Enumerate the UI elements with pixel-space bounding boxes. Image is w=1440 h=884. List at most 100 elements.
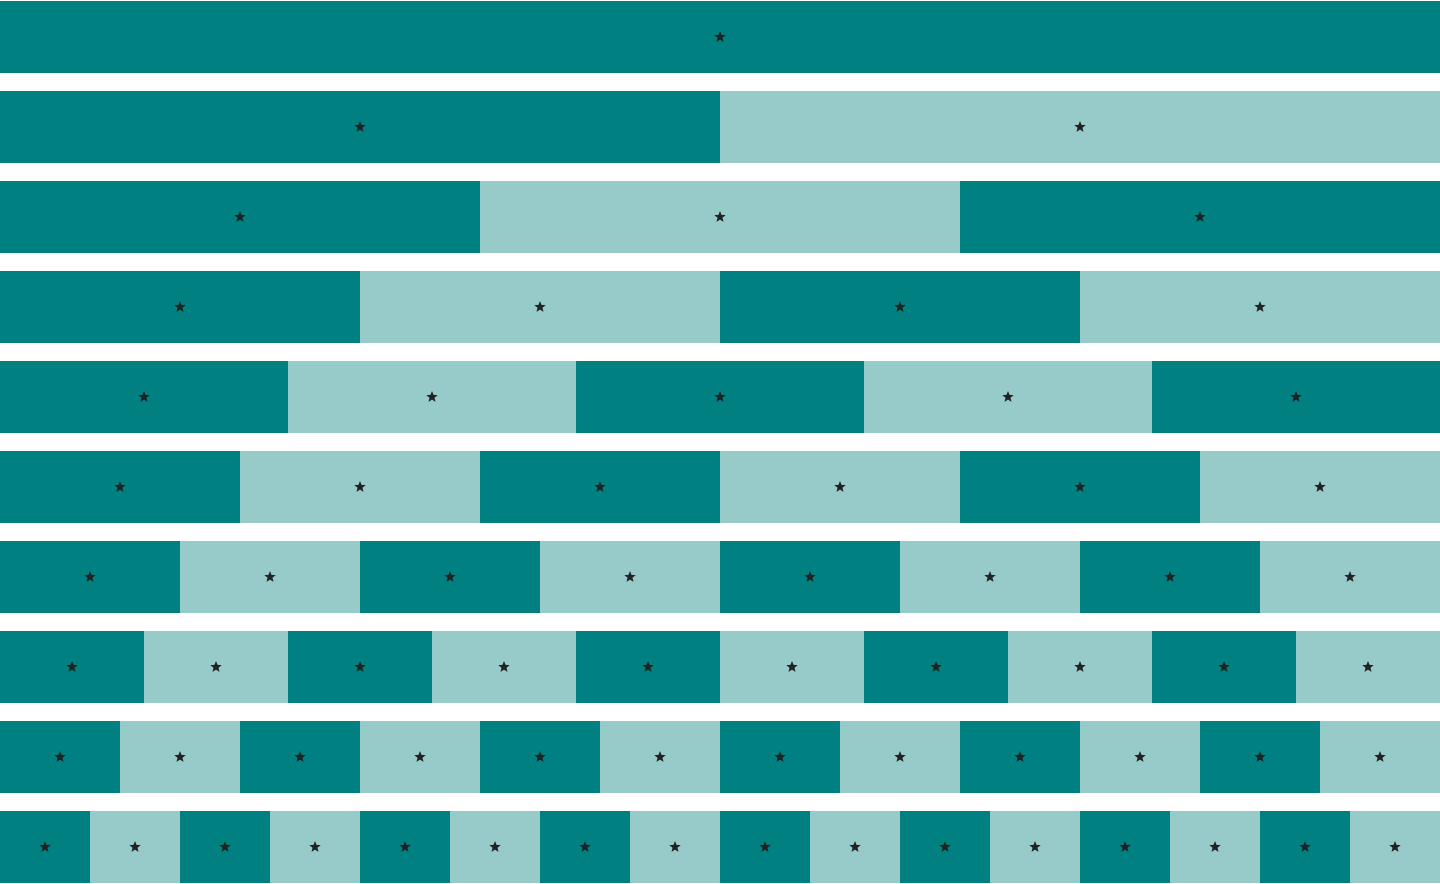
segment-row [0, 1, 1440, 73]
star-icon [234, 211, 246, 222]
star-icon [498, 661, 510, 672]
star-icon [84, 571, 96, 582]
segment-row [0, 541, 1440, 613]
star-icon [894, 301, 906, 312]
segment-cell [360, 541, 540, 613]
star-icon [444, 571, 456, 582]
star-icon [1254, 751, 1266, 762]
star-icon [654, 751, 666, 762]
star-icon [894, 751, 906, 762]
segment-cell [720, 91, 1440, 163]
segment-cell [120, 721, 240, 793]
segment-row [0, 811, 1440, 883]
segment-cell [720, 811, 810, 883]
star-icon [1314, 481, 1326, 492]
star-icon [669, 841, 681, 852]
star-icon [1374, 751, 1386, 762]
star-icon [1029, 841, 1041, 852]
star-icon [786, 661, 798, 672]
segment-cell [0, 631, 144, 703]
segment-cell [360, 811, 450, 883]
segment-cell [540, 541, 720, 613]
star-icon [939, 841, 951, 852]
star-icon [594, 481, 606, 492]
segment-cell [0, 361, 288, 433]
segment-cell [0, 181, 480, 253]
segment-cell [864, 361, 1152, 433]
star-icon [174, 751, 186, 762]
star-icon [714, 211, 726, 222]
segment-row [0, 721, 1440, 793]
star-icon [1194, 211, 1206, 222]
star-icon [354, 661, 366, 672]
segment-cell [540, 811, 630, 883]
segment-cell [240, 451, 480, 523]
segment-cell [1080, 721, 1200, 793]
star-icon [414, 751, 426, 762]
segment-cell [810, 811, 900, 883]
star-icon [714, 391, 726, 402]
star-icon [1074, 661, 1086, 672]
star-icon [129, 841, 141, 852]
segment-cell [990, 811, 1080, 883]
segment-cell [1200, 451, 1440, 523]
star-icon [774, 751, 786, 762]
segment-cell [480, 181, 960, 253]
segment-cell [432, 631, 576, 703]
star-icon [984, 571, 996, 582]
segment-cell [180, 811, 270, 883]
segment-cell [0, 1, 1440, 73]
segment-cell [840, 721, 960, 793]
segment-cell [1320, 721, 1440, 793]
star-icon [54, 751, 66, 762]
star-icon [114, 481, 126, 492]
star-icon [1218, 661, 1230, 672]
star-icon [489, 841, 501, 852]
segment-cell [0, 811, 90, 883]
star-icon [426, 391, 438, 402]
star-icon [219, 841, 231, 852]
segment-row [0, 631, 1440, 703]
star-icon [174, 301, 186, 312]
segment-cell [480, 451, 720, 523]
segment-cell [1080, 811, 1170, 883]
star-icon [1362, 661, 1374, 672]
star-icon [534, 751, 546, 762]
segment-cell [720, 451, 960, 523]
segment-cell [720, 541, 900, 613]
star-icon [39, 841, 51, 852]
segment-row [0, 181, 1440, 253]
segment-cell [1008, 631, 1152, 703]
segment-row [0, 361, 1440, 433]
segment-cell [576, 631, 720, 703]
star-icon [804, 571, 816, 582]
segment-cell [960, 181, 1440, 253]
star-icon [834, 481, 846, 492]
segment-cell [90, 811, 180, 883]
segment-cell [720, 271, 1080, 343]
star-icon [1209, 841, 1221, 852]
star-icon [759, 841, 771, 852]
segment-cell [450, 811, 540, 883]
star-icon [1254, 301, 1266, 312]
segment-cell [630, 811, 720, 883]
star-icon [1134, 751, 1146, 762]
star-icon [264, 571, 276, 582]
star-icon [579, 841, 591, 852]
segment-cell [0, 451, 240, 523]
star-icon [294, 751, 306, 762]
star-icon [930, 661, 942, 672]
star-icon [399, 841, 411, 852]
star-icon [138, 391, 150, 402]
segment-row [0, 91, 1440, 163]
segment-cell [900, 811, 990, 883]
segment-cell [270, 811, 360, 883]
segment-cell [576, 361, 864, 433]
segment-cell [1350, 811, 1440, 883]
segment-cell [360, 271, 720, 343]
segment-cell [0, 91, 720, 163]
segment-cell [1296, 631, 1440, 703]
segment-cell [960, 451, 1200, 523]
star-icon [624, 571, 636, 582]
